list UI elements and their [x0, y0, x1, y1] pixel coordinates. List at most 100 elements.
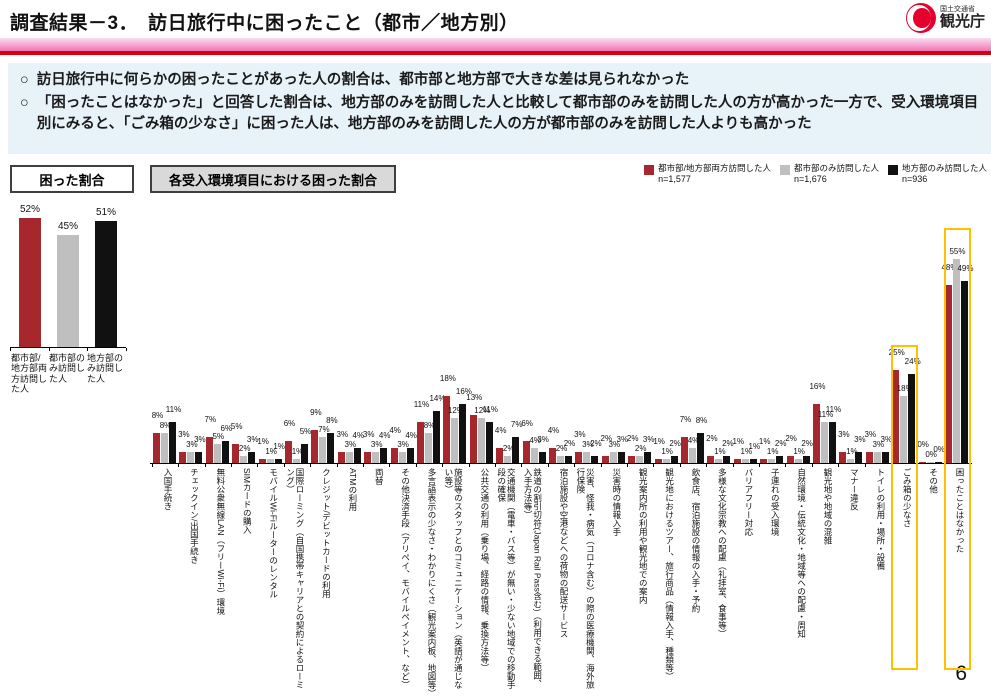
bar-s2-c7: [353, 448, 361, 463]
bar-s2-c28: [908, 373, 916, 463]
legend-swatch-icon: [887, 165, 898, 175]
bar-s1-c6: [319, 437, 327, 463]
bar-s2-c21: [723, 455, 731, 463]
bar-s1-c29: [926, 462, 934, 463]
main-axis-tick-11: [442, 464, 444, 467]
bar-value-s0-c24: 2%: [785, 433, 797, 443]
bar-s1-c1: [187, 451, 195, 463]
legend-sample-size: n=1,676: [793, 174, 827, 184]
bar-s1-c12: [477, 418, 485, 463]
bar-s2-c11: [459, 403, 467, 463]
summary-panel: ○ 訪日旅行中に何らかの困ったことがあった人の割合は、都市部と地方部で大きな差は…: [8, 63, 991, 154]
bar-value-s2-c23: 2%: [774, 438, 787, 448]
category-label-8: 両替: [374, 468, 385, 485]
bar-value-s0-c15: 4%: [547, 426, 560, 436]
bar-value-s0-c27: 3%: [864, 429, 877, 439]
category-label-12: 公共交通の利用（乗り場、経路の情報、乗換方法等）: [479, 468, 490, 672]
bar-value-s2-c26: 3%: [854, 434, 866, 444]
main-axis-tick-4: [257, 464, 259, 467]
bar-s1-c7: [345, 451, 353, 463]
bar-s0-c7: [337, 451, 345, 463]
bar-value-s2-c0: 11%: [165, 405, 182, 415]
bar-s0-c3: [232, 444, 240, 463]
bar-value-s0-c18: 2%: [626, 433, 639, 443]
main-axis-tick-15: [547, 464, 549, 467]
bar-value-s0-c3: 5%: [230, 422, 243, 432]
bar-s2-c12: [485, 422, 493, 463]
bar-value-s0-c11: 18%: [439, 374, 456, 384]
main-axis-tick-3: [231, 464, 232, 467]
bar-s1-c2: [213, 444, 221, 463]
bar-s2-c26: [855, 451, 863, 463]
bar-s1-c26: [847, 459, 855, 463]
bar-s2-c14: [538, 451, 546, 463]
mini-x-axis: [10, 347, 126, 348]
bar-value-s1-c8: 3%: [370, 439, 383, 449]
category-label-28: ごみ箱の少なさ: [902, 468, 913, 528]
bar-s2-c16: [591, 455, 599, 463]
category-label-15: 宿泊施設や空港などへの荷物の配送サービス: [559, 468, 569, 638]
bar-value-s2-c3: 3%: [246, 434, 259, 444]
bar-value-s0-c17: 2%: [600, 433, 613, 443]
bar-s2-c29: [934, 462, 942, 463]
bar-s1-c27: [873, 451, 881, 463]
bar-value-s1-c22: 1%: [740, 447, 753, 457]
bar-value-s2-c9: 4%: [405, 431, 417, 441]
bar-value-s1-c19: 1%: [661, 447, 673, 457]
bar-s2-c9: [406, 448, 414, 463]
bar-value-s2-c19: 2%: [669, 438, 681, 448]
bar-value-s1-c2: 5%: [212, 432, 225, 442]
mini-bar-value-1: 45%: [57, 221, 78, 233]
bar-s1-c10: [425, 433, 432, 463]
legend-swatch-icon: [779, 165, 790, 175]
bar-value-s0-c25: 16%: [809, 381, 826, 391]
bar-s2-c4: [274, 459, 282, 463]
bar-s0-c10: [417, 422, 424, 463]
bar-s1-c14: [530, 448, 538, 463]
mini-axis-tick-1: [48, 348, 50, 351]
bar-value-s0-c9: 4%: [389, 426, 401, 436]
legend-item-1: 都市部のみ訪問した人 n=1,676: [779, 163, 879, 185]
bar-value-s2-c16: 2%: [590, 438, 602, 448]
mini-axis-tick-2: [87, 348, 89, 351]
bar-value-s0-c10: 11%: [413, 400, 430, 410]
bar-s1-c11: [451, 418, 459, 463]
bar-s1-c21: [715, 459, 723, 463]
category-label-17: 災害時の情報入手: [611, 468, 622, 536]
bar-value-s0-c28: 25%: [888, 348, 905, 358]
main-axis-tick-21: [706, 464, 708, 467]
agency-name-small: 国土交通省: [939, 5, 975, 13]
bar-s0-c5: [285, 440, 292, 463]
bar-s0-c29: [918, 462, 926, 463]
bar-s0-c12: [469, 414, 477, 463]
bar-s2-c18: [644, 451, 652, 463]
category-label-3: SIMカードの購入: [242, 468, 253, 535]
main-axis-tick-24: [785, 464, 787, 467]
bar-s0-c28: [892, 370, 900, 463]
mini-category-label-0: 都市部/地方部両方訪問した人: [11, 353, 48, 395]
main-axis-tick-9: [389, 464, 391, 467]
bar-s1-c24: [794, 459, 802, 463]
bar-s0-c15: [549, 448, 556, 463]
bar-s1-c4: [266, 459, 274, 463]
main-axis-tick-8: [363, 464, 364, 467]
bar-s0-c8: [364, 451, 372, 463]
bar-value-s1-c1: 3%: [186, 439, 198, 449]
main-axis-tick-23: [759, 464, 760, 467]
category-label-9: その他決済手段（アリペイ、モバイルペイメント、など）: [400, 468, 411, 689]
bar-s2-c0: [169, 422, 176, 463]
main-axis-tick-12: [468, 464, 470, 467]
main-axis-tick-14: [521, 464, 523, 467]
main-axis-tick-20: [679, 464, 681, 467]
bar-value-s2-c17: 3%: [616, 434, 629, 444]
category-label-24: 自然環境・伝統文化・地域等への配慮・周知: [796, 468, 807, 638]
bar-value-s0-c26: 3%: [838, 429, 850, 439]
main-axis-tick-13: [495, 464, 496, 467]
section-label-overall-rate: 困った割合: [10, 165, 134, 193]
bar-s1-c3: [240, 455, 248, 463]
legend-label: 地方部のみ訪問した人: [901, 163, 987, 173]
agency-name-large: 観光庁: [939, 12, 985, 30]
bar-s1-c30: [953, 258, 960, 463]
category-label-1: チェックイン/出国手続き: [189, 468, 200, 564]
bar-s0-c21: [707, 455, 715, 463]
